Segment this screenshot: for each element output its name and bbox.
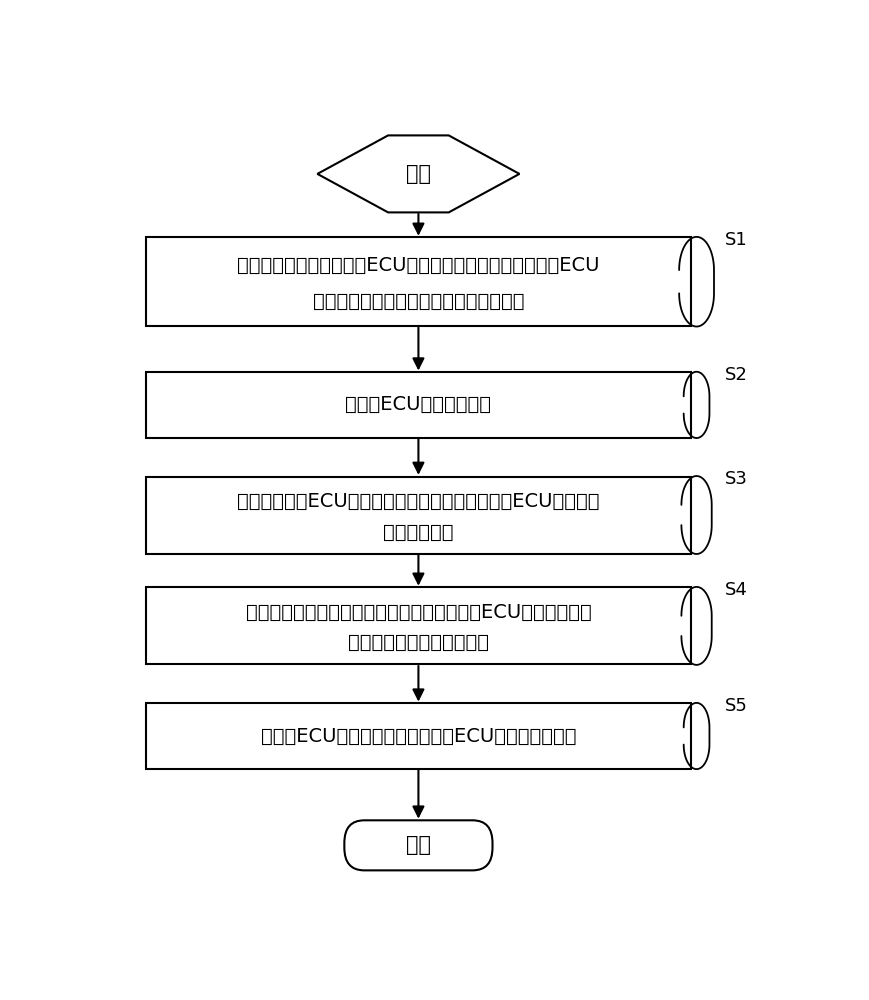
Text: S2: S2 xyxy=(725,366,747,384)
Text: 结束: 结束 xyxy=(406,835,431,855)
Bar xyxy=(146,237,691,326)
Text: 同时向所有电子控制单元ECU发送预编程控制指令，并接收ECU: 同时向所有电子控制单元ECU发送预编程控制指令，并接收ECU xyxy=(237,256,600,275)
Text: 互，直至完成应用程序刷写: 互，直至完成应用程序刷写 xyxy=(348,633,489,652)
Bar xyxy=(146,477,691,554)
Polygon shape xyxy=(317,135,520,212)
Text: 开始: 开始 xyxy=(406,164,431,184)
Text: S5: S5 xyxy=(725,697,747,715)
FancyBboxPatch shape xyxy=(344,820,493,870)
Bar xyxy=(146,587,691,664)
Text: 为每个ECU创建编程实例: 为每个ECU创建编程实例 xyxy=(345,395,492,414)
Text: 当接收到所有ECU的响应信息后，建立编程实例与ECU之间的一: 当接收到所有ECU的响应信息后，建立编程实例与ECU之间的一 xyxy=(237,492,600,511)
Text: 当所有ECU刷写完成后，控制所有ECU进行编程后处理: 当所有ECU刷写完成后，控制所有ECU进行编程后处理 xyxy=(261,726,576,746)
Text: S3: S3 xyxy=(725,470,747,488)
Text: S1: S1 xyxy=(725,231,747,249)
Text: 反馈的表征已进入预编程阶段的响应信息: 反馈的表征已进入预编程阶段的响应信息 xyxy=(313,292,524,311)
Text: S4: S4 xyxy=(725,581,747,599)
Bar xyxy=(146,372,691,438)
Bar xyxy=(146,703,691,769)
Text: 据所述一对一逻辑关系进行编程实例与相应的ECU之间的数据交: 据所述一对一逻辑关系进行编程实例与相应的ECU之间的数据交 xyxy=(246,603,591,622)
Text: 对一逻辑关系: 对一逻辑关系 xyxy=(383,522,454,541)
